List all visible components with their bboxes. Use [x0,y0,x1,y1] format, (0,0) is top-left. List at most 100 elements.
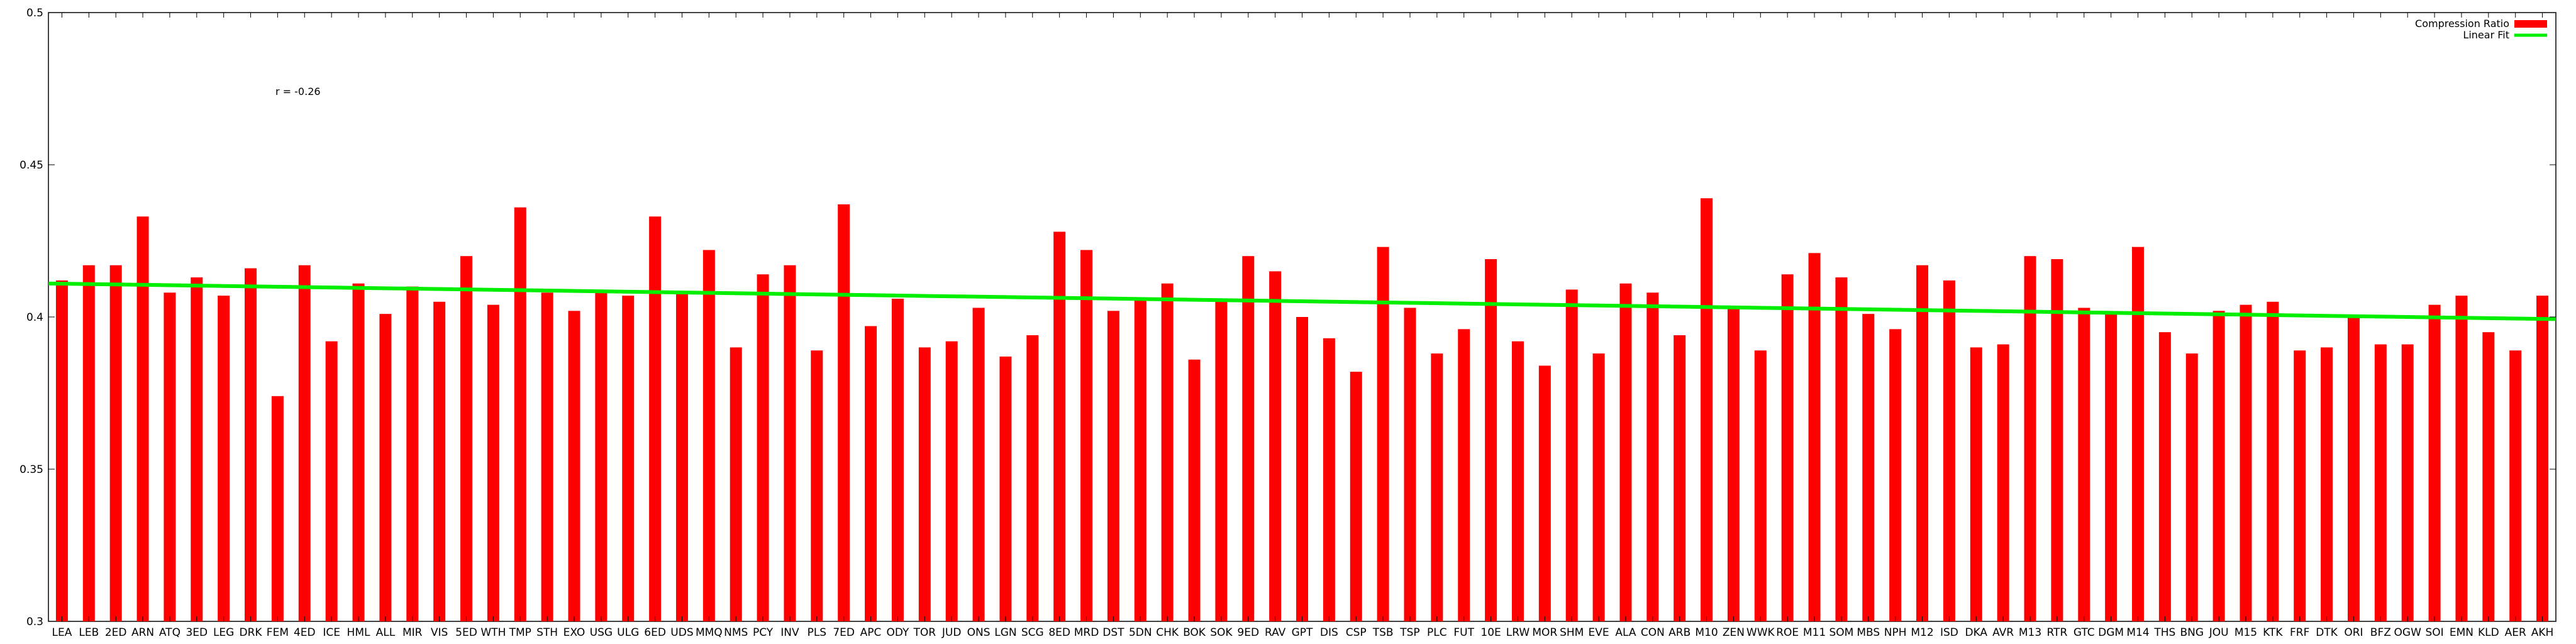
bar-inv [784,265,796,622]
x-tick-label: PLC [1427,626,1447,639]
x-tick-label: DIS [1320,626,1338,639]
x-tick-label: ODY [886,626,909,639]
x-tick-label: PCY [753,626,774,639]
x-tick-label: ROE [1776,626,1799,639]
bar-exo [568,311,580,621]
x-tick-label: RAV [1265,626,1286,639]
x-tick-label: SHM [1560,626,1584,639]
x-tick-label: 7ED [833,626,855,639]
x-tick-label: SOK [1210,626,1233,639]
x-tick-label: CON [1641,626,1665,639]
x-tick-label: 3ED [186,626,208,639]
bar-scg [1026,335,1039,621]
x-tick-label: 9ED [1237,626,1259,639]
x-tick-label: ATQ [159,626,180,639]
x-tick-label: FEM [267,626,289,639]
bar-mbs [1862,314,1875,621]
x-tick-label: M13 [2019,626,2041,639]
bar-mir [406,286,419,622]
x-tick-label: ORI [2344,626,2363,639]
bar-zen [1727,308,1740,621]
x-tick-label: DST [1102,626,1124,639]
bar-tmp [514,207,526,621]
legend-label-compression-ratio: Compression Ratio [2415,18,2509,30]
x-tick-label: 2ED [105,626,127,639]
bar-plc [1431,353,1443,621]
bar-2ed [109,265,122,622]
bar-apc [865,326,877,621]
bar-ori [2347,317,2360,621]
bar-9ed [1242,256,1255,621]
bar-chk [1161,283,1174,621]
x-tick-label: AER [2505,626,2526,639]
x-tick-label: ARN [131,626,154,639]
bar-mmq [702,250,715,621]
x-tick-label: ALL [376,626,396,639]
bar-m10 [1701,198,1713,621]
x-tick-label: WTH [480,626,506,639]
y-tick-label: 0.45 [19,159,43,172]
x-tick-label: MOR [1532,626,1557,639]
bar-ody [891,298,904,622]
bar-m12 [1916,265,1929,622]
correlation-annotation: r = -0.26 [275,86,321,97]
bar-mrd [1080,250,1093,621]
x-tick-label: 8ED [1048,626,1070,639]
x-tick-label: M15 [2235,626,2257,639]
bar-tsp [1404,308,1416,621]
bar-lrw [1511,341,1524,621]
bars-group [55,198,2549,622]
bar-dka [1970,347,1982,621]
bar-shm [1565,289,1578,621]
bar-fem [271,396,284,621]
bar-6ed [649,216,662,621]
y-tick-label: 0.3 [26,616,43,628]
x-tick-label: OGW [2394,626,2422,639]
x-tick-label: ALA [1615,626,1636,639]
bar-ulg [622,296,635,621]
x-tick-label: 4ED [294,626,316,639]
bar-dis [1323,338,1335,621]
bar-drk [245,268,257,621]
bar-m11 [1808,253,1821,621]
bar-sth [541,292,553,621]
bar-arn [136,216,149,621]
x-tick-label: NPH [1884,626,1907,639]
x-tick-label: AVR [1992,626,2014,639]
bar-nms [730,347,742,621]
x-tick-label: TOR [913,626,936,639]
x-tick-label: BFZ [2370,626,2391,639]
bar-4ed [298,265,311,622]
legend-label-linear-fit: Linear Fit [2463,29,2509,41]
x-tick-label: BNG [2180,626,2204,639]
x-tick-label: ZEN [1723,626,1745,639]
bar-atq [164,292,176,621]
x-tick-label: EVE [1589,626,1609,639]
x-tick-label: PLS [808,626,827,639]
bar-jou [2212,311,2225,621]
linear-fit-line [48,281,2557,321]
bar-7ed [838,204,850,621]
x-tick-label: STH [536,626,558,639]
x-tick-label: LEB [79,626,99,639]
x-tick-label: LEG [213,626,234,639]
x-tick-label: ISD [1940,626,1958,639]
bar-rav [1269,271,1282,621]
bar-arb [1674,335,1686,621]
bar-leb [82,265,95,622]
x-tick-label: CHK [1156,626,1179,639]
x-tick-label: MMQ [696,626,723,639]
bar-roe [1781,274,1794,621]
x-tick-label: UDS [670,626,693,639]
bar-eve [1592,353,1605,621]
bar-lgn [999,356,1012,621]
x-tick-label: JOU [2209,626,2229,639]
bar-isd [1943,280,1955,621]
x-tick-label: 6ED [644,626,666,639]
x-tick-label: DRK [240,626,263,639]
bar-csp [1350,372,1362,621]
bar-lea [55,280,68,621]
bar-akh [2536,296,2549,621]
bar-bng [2185,353,2198,621]
x-tick-label: THS [2153,626,2175,639]
